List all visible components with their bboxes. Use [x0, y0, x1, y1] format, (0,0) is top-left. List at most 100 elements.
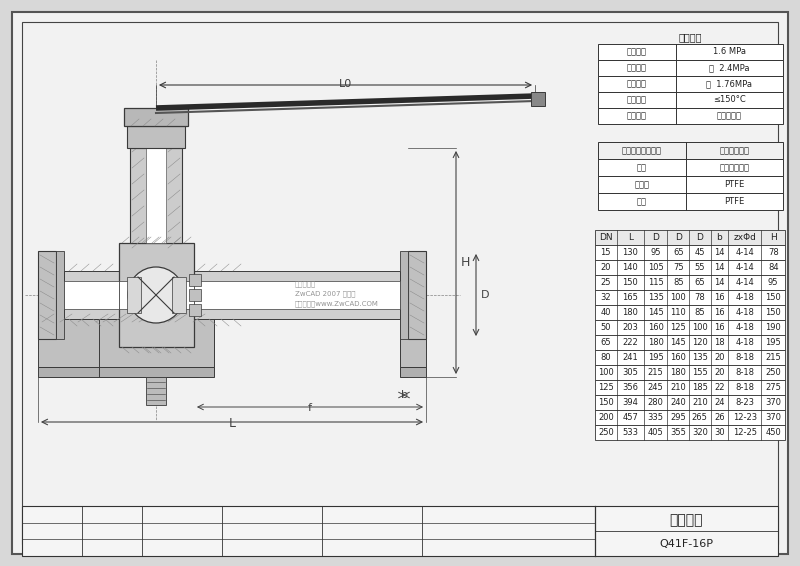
Bar — [146, 377, 166, 405]
Bar — [595, 335, 785, 350]
Text: 14: 14 — [714, 278, 725, 287]
Text: 356: 356 — [622, 383, 638, 392]
Text: 22: 22 — [714, 383, 725, 392]
Bar — [531, 92, 545, 106]
Text: 65: 65 — [694, 278, 705, 287]
Bar — [400, 319, 426, 367]
Text: 1.6 MPa: 1.6 MPa — [713, 48, 746, 57]
Text: 150: 150 — [622, 278, 638, 287]
Text: 16: 16 — [714, 323, 725, 332]
Text: 160: 160 — [648, 323, 664, 332]
Text: 24: 24 — [714, 398, 725, 407]
Text: 120: 120 — [692, 338, 708, 347]
Text: 250: 250 — [598, 428, 614, 437]
Text: 8-18: 8-18 — [735, 368, 754, 377]
Text: 100: 100 — [598, 368, 614, 377]
Bar — [119, 281, 194, 309]
Text: 150: 150 — [766, 293, 781, 302]
Text: 32: 32 — [601, 293, 611, 302]
Text: 394: 394 — [622, 398, 638, 407]
Text: 135: 135 — [648, 293, 664, 302]
Bar — [38, 367, 198, 377]
Text: 总装配图: 总装配图 — [670, 513, 703, 527]
Bar — [148, 126, 164, 130]
Text: 405: 405 — [648, 428, 663, 437]
Bar — [598, 176, 783, 193]
Text: 250: 250 — [766, 368, 781, 377]
Text: 密封试验: 密封试验 — [627, 79, 647, 88]
Bar — [595, 380, 785, 395]
Text: L: L — [229, 417, 235, 430]
Bar — [130, 148, 182, 243]
Text: 密封面: 密封面 — [634, 180, 650, 189]
Text: 450: 450 — [766, 428, 781, 437]
Text: 265: 265 — [692, 413, 708, 422]
Text: 20: 20 — [714, 353, 725, 362]
Text: 275: 275 — [766, 383, 781, 392]
Text: 215: 215 — [766, 353, 781, 362]
Bar — [127, 277, 141, 313]
Bar — [598, 60, 783, 76]
Text: 4-18: 4-18 — [735, 293, 754, 302]
Text: 壳体试验: 壳体试验 — [627, 63, 647, 72]
Text: 200: 200 — [598, 413, 614, 422]
Bar — [146, 148, 166, 243]
Text: 26: 26 — [714, 413, 725, 422]
Text: 奥氏体不锈钢: 奥氏体不锈钢 — [719, 163, 750, 172]
Text: Q41F-16P: Q41F-16P — [659, 538, 714, 548]
Text: 16: 16 — [714, 293, 725, 302]
Text: 190: 190 — [766, 323, 781, 332]
Text: H: H — [461, 256, 470, 269]
Bar — [598, 159, 783, 176]
Text: 填料: 填料 — [637, 197, 647, 206]
Text: 295: 295 — [670, 413, 686, 422]
Text: 55: 55 — [694, 263, 705, 272]
Text: 85: 85 — [673, 278, 683, 287]
Text: 4-14: 4-14 — [735, 248, 754, 257]
Text: 320: 320 — [692, 428, 708, 437]
Bar — [595, 365, 785, 380]
Text: 95: 95 — [650, 248, 661, 257]
Text: 355: 355 — [670, 428, 686, 437]
Text: 145: 145 — [670, 338, 686, 347]
Text: 公称压力: 公称压力 — [627, 48, 647, 57]
Text: 阀杆: 阀杆 — [637, 163, 647, 172]
Text: 180: 180 — [622, 308, 638, 317]
Text: 4-14: 4-14 — [735, 278, 754, 287]
Text: 75: 75 — [673, 263, 683, 272]
Text: 65: 65 — [673, 248, 683, 257]
Text: H: H — [770, 233, 777, 242]
Bar — [127, 126, 185, 148]
Text: 130: 130 — [622, 248, 638, 257]
Text: 25: 25 — [601, 278, 611, 287]
Text: 详情请查阅www.ZwCAD.COM: 详情请查阅www.ZwCAD.COM — [295, 300, 379, 307]
Bar — [598, 108, 783, 124]
Bar — [595, 395, 785, 410]
Text: 241: 241 — [622, 353, 638, 362]
Text: 奥氏体不锈钢: 奥氏体不锈钢 — [719, 146, 750, 155]
Text: 100: 100 — [670, 293, 686, 302]
Bar — [598, 92, 783, 108]
Text: 125: 125 — [598, 383, 614, 392]
Text: 215: 215 — [648, 368, 663, 377]
Text: 16: 16 — [714, 308, 725, 317]
Text: 210: 210 — [670, 383, 686, 392]
Bar — [38, 251, 56, 339]
Text: zxΦd: zxΦd — [734, 233, 756, 242]
Bar — [64, 281, 119, 309]
Bar — [194, 281, 400, 309]
Text: 185: 185 — [692, 383, 708, 392]
Text: 135: 135 — [692, 353, 708, 362]
Text: b: b — [401, 390, 407, 400]
Text: 180: 180 — [670, 368, 686, 377]
Bar — [595, 260, 785, 275]
Bar — [595, 425, 785, 440]
Text: DN: DN — [599, 233, 613, 242]
Text: 50: 50 — [601, 323, 611, 332]
Bar — [595, 305, 785, 320]
Text: 210: 210 — [692, 398, 708, 407]
Text: 14: 14 — [714, 248, 725, 257]
Text: 8-23: 8-23 — [735, 398, 754, 407]
Bar — [595, 230, 785, 245]
Bar — [595, 350, 785, 365]
